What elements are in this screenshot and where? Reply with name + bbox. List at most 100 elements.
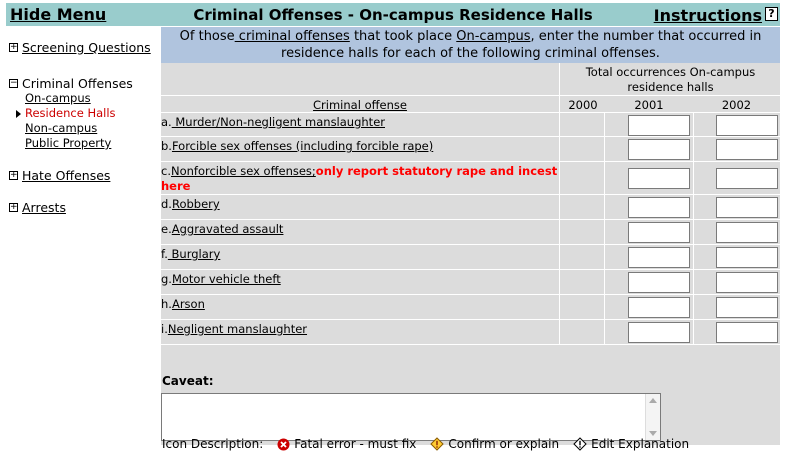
caveat-scrollbar[interactable]	[645, 394, 660, 440]
nav-arrests[interactable]: + Arrests	[9, 200, 159, 215]
input-2001[interactable]	[628, 322, 690, 343]
offense-link[interactable]: Motor vehicle theft	[171, 272, 281, 286]
offense-label: e.Aggravated assault	[161, 222, 559, 237]
offense-grid: Total occurrences On-campus residence ha…	[161, 63, 780, 445]
expand-icon[interactable]: +	[9, 170, 18, 180]
offense-link[interactable]: Forcible sex offenses (including forcibl…	[171, 139, 434, 153]
table-row: h.Arson	[161, 294, 780, 319]
legend-edit-label: Edit Explanation	[591, 437, 690, 451]
expand-icon[interactable]: +	[9, 202, 18, 212]
offense-label: h.Arson	[161, 297, 559, 312]
input-2001[interactable]	[628, 139, 690, 160]
sub-item-public-property[interactable]: Public Property	[25, 136, 112, 150]
criminal-offenses-link[interactable]: criminal offenses	[234, 29, 350, 44]
table-row: g.Motor vehicle theft	[161, 269, 780, 294]
input-2001[interactable]	[628, 168, 690, 189]
nav-hate-offenses[interactable]: + Hate Offenses	[9, 168, 159, 183]
edit-explanation-icon	[573, 437, 587, 451]
input-2002[interactable]	[716, 322, 778, 343]
collapse-icon[interactable]: −	[9, 78, 18, 88]
intro-part: Of those	[179, 29, 235, 44]
input-2002[interactable]	[716, 247, 778, 268]
legend-edit: Edit Explanation	[573, 437, 689, 451]
nav-label[interactable]: Hate Offenses	[22, 168, 111, 183]
sub-item-on-campus[interactable]: On-campus	[25, 91, 91, 105]
offense-link[interactable]: Arson	[171, 297, 205, 311]
caveat-gap	[161, 344, 780, 374]
input-2002[interactable]	[716, 168, 778, 189]
offense-link[interactable]: Murder/Non-negligent manslaughter	[171, 115, 385, 129]
nav-label[interactable]: Arrests	[22, 200, 66, 215]
scroll-up-icon[interactable]	[649, 398, 657, 403]
page-title: Criminal Offenses - On-campus Residence …	[193, 6, 593, 24]
sub-item-residence-halls[interactable]: Residence Halls	[16, 106, 159, 121]
column-header-row: Criminal offense 2000 2001 2002	[161, 95, 780, 112]
offense-note: only report statutory rape and incest he…	[161, 164, 558, 193]
legend-fatal-label: Fatal error - must fix	[294, 437, 417, 451]
intro-part: that took place	[349, 29, 457, 44]
offense-label: f. Burglary	[161, 247, 559, 262]
icon-legend: Icon Description: Fatal error - must fix…	[162, 437, 703, 451]
table-row: c.Nonforcible sex offenses;only report s…	[161, 161, 780, 194]
input-2001[interactable]	[628, 115, 690, 136]
offense-prefix: e.	[161, 222, 172, 236]
offense-prefix: a.	[161, 115, 172, 129]
nav-screening-questions[interactable]: + Screening Questions	[9, 40, 159, 55]
offense-link[interactable]: Burglary	[167, 247, 221, 261]
on-campus-link[interactable]: On-campus	[456, 29, 531, 44]
offense-label: g.Motor vehicle theft	[161, 272, 559, 287]
input-2001[interactable]	[628, 197, 690, 218]
offense-link[interactable]: Negligent manslaughter	[167, 322, 308, 336]
input-2002[interactable]	[716, 139, 778, 160]
offense-prefix: g.	[161, 272, 172, 286]
legend-confirm-label: Confirm or explain	[448, 437, 560, 451]
offense-link[interactable]: Robbery	[171, 197, 220, 211]
instructions-link[interactable]: Instructions	[653, 6, 762, 25]
confirm-warning-icon	[430, 437, 445, 451]
input-2002[interactable]	[716, 272, 778, 293]
table-header: Total occurrences On-campus residence ha…	[161, 63, 780, 95]
top-bar: Hide Menu Criminal Offenses - On-campus …	[6, 3, 780, 26]
caveat-row	[161, 391, 780, 445]
caveat-textarea[interactable]	[161, 393, 661, 441]
table-row: f. Burglary	[161, 244, 780, 269]
scroll-down-icon[interactable]	[649, 431, 657, 436]
legend-title: Icon Description:	[162, 437, 264, 451]
sub-item-label: Residence Halls	[25, 106, 116, 120]
intro-text: Of those criminal offenses that took pla…	[161, 27, 780, 63]
fatal-error-icon	[277, 438, 290, 450]
criminal-offense-header[interactable]: Criminal offense	[313, 98, 407, 112]
expand-icon[interactable]: +	[9, 42, 18, 52]
input-2002[interactable]	[716, 222, 778, 243]
nav-label: Criminal Offenses	[22, 76, 133, 91]
table-row: d.Robbery	[161, 194, 780, 219]
offense-prefix: h.	[161, 297, 172, 311]
offense-prefix: f.	[161, 247, 168, 261]
table-row: e.Aggravated assault	[161, 219, 780, 244]
offense-link[interactable]: Nonforcible sex offenses;	[170, 164, 316, 178]
offense-prefix: d.	[161, 197, 172, 211]
nav-criminal-offenses[interactable]: − Criminal Offenses	[9, 76, 159, 91]
input-2001[interactable]	[628, 297, 690, 318]
input-2001[interactable]	[628, 222, 690, 243]
year-header-2001: 2001	[634, 98, 664, 112]
offense-label: c.Nonforcible sex offenses;only report s…	[161, 164, 559, 194]
table-row: b.Forcible sex offenses (including forci…	[161, 136, 780, 161]
offense-prefix: c.	[161, 164, 171, 178]
offense-label: b.Forcible sex offenses (including forci…	[161, 139, 559, 154]
offense-rows: a. Murder/Non-negligent manslaughter b.Fo…	[161, 112, 780, 344]
main-form: Of those criminal offenses that took pla…	[161, 27, 780, 445]
nav-label[interactable]: Screening Questions	[22, 40, 151, 55]
offense-link[interactable]: Aggravated assault	[171, 222, 284, 236]
hide-menu-link[interactable]: Hide Menu	[10, 5, 107, 24]
input-2002[interactable]	[716, 197, 778, 218]
legend-confirm: Confirm or explain	[430, 437, 559, 451]
input-2002[interactable]	[716, 297, 778, 318]
year-header-2000: 2000	[568, 98, 598, 112]
input-2002[interactable]	[716, 115, 778, 136]
help-icon[interactable]: ?	[765, 7, 778, 21]
sub-item-non-campus[interactable]: Non-campus	[25, 121, 98, 135]
input-2001[interactable]	[628, 272, 690, 293]
input-2001[interactable]	[628, 247, 690, 268]
offense-prefix: b.	[161, 139, 172, 153]
